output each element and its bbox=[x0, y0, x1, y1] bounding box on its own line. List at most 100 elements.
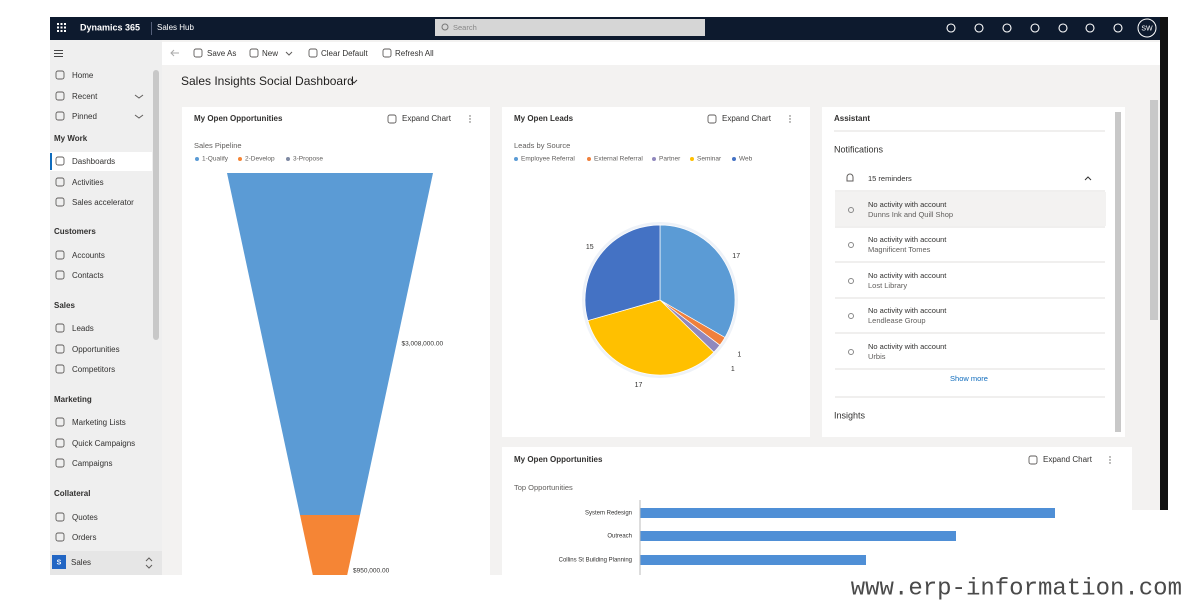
nav-icon bbox=[55, 177, 65, 187]
nav-item[interactable]: Opportunities bbox=[72, 345, 120, 354]
area-label[interactable]: Sales bbox=[71, 558, 91, 567]
panel-scrollbar bbox=[1115, 112, 1121, 432]
nav-item[interactable]: Pinned bbox=[72, 112, 97, 121]
frame-edge bbox=[1160, 17, 1168, 510]
app-name: Dynamics 365 bbox=[80, 22, 140, 32]
more-dot[interactable] bbox=[1109, 459, 1111, 461]
more-dot[interactable] bbox=[469, 115, 471, 117]
notification-title[interactable]: No activity with account bbox=[868, 271, 947, 280]
area-switcher[interactable] bbox=[50, 551, 162, 575]
item-icon bbox=[848, 313, 854, 319]
nav-icon bbox=[55, 70, 65, 80]
top-icon[interactable] bbox=[1002, 23, 1012, 33]
command-button[interactable]: Clear Default bbox=[321, 49, 368, 58]
item-icon bbox=[848, 349, 854, 355]
nav-item[interactable]: Competitors bbox=[72, 365, 115, 374]
nav-icon bbox=[55, 512, 65, 522]
overlay bbox=[1055, 510, 1167, 575]
notification-account: Lost Library bbox=[868, 281, 907, 290]
data-label: $3,008,000.00 bbox=[402, 341, 444, 348]
watermark: www.erp-information.com bbox=[851, 575, 1182, 600]
nav-item[interactable]: Leads bbox=[72, 324, 94, 333]
expand-chart[interactable]: Expand Chart bbox=[402, 114, 452, 123]
top-icon[interactable] bbox=[1085, 23, 1095, 33]
show-more[interactable]: Show more bbox=[950, 374, 988, 383]
back-icon[interactable] bbox=[170, 49, 179, 57]
nav-item[interactable]: Sales accelerator bbox=[72, 198, 134, 207]
legend-label: Seminar bbox=[697, 156, 722, 163]
more-dot[interactable] bbox=[789, 115, 791, 117]
section-title: Insights bbox=[834, 410, 866, 420]
avatar[interactable] bbox=[1137, 18, 1157, 38]
panel bbox=[822, 107, 1125, 437]
nav-icon bbox=[55, 438, 65, 448]
top-icon[interactable] bbox=[946, 23, 956, 33]
more-dot[interactable] bbox=[1109, 456, 1111, 458]
notification-title[interactable]: No activity with account bbox=[868, 200, 947, 209]
search-box[interactable] bbox=[435, 19, 705, 36]
sidebar-scrollbar bbox=[153, 70, 159, 340]
notification-title[interactable]: No activity with account bbox=[868, 235, 947, 244]
area-name[interactable]: Sales Hub bbox=[157, 23, 194, 32]
legend-label: 1-Qualify bbox=[202, 156, 229, 163]
nav-item[interactable]: Quick Campaigns bbox=[72, 439, 135, 448]
pie-slice bbox=[659, 224, 736, 338]
hamburger[interactable] bbox=[54, 53, 63, 54]
command-button[interactable]: Save As bbox=[207, 49, 236, 58]
command-icon bbox=[249, 48, 259, 58]
funnel-segment bbox=[227, 173, 433, 515]
expand-chart[interactable]: Expand Chart bbox=[1043, 455, 1093, 464]
search-placeholder[interactable]: Search bbox=[453, 23, 477, 32]
nav-item[interactable]: Marketing Lists bbox=[72, 418, 126, 427]
legend-dot bbox=[514, 157, 518, 161]
command-button[interactable]: Refresh All bbox=[395, 49, 434, 58]
top-icon[interactable] bbox=[1058, 23, 1068, 33]
legend-dot bbox=[286, 157, 290, 161]
notification-title[interactable]: No activity with account bbox=[868, 342, 947, 351]
more-dot[interactable] bbox=[789, 121, 791, 123]
panel-title: My Open Opportunities bbox=[514, 455, 603, 464]
top-icon[interactable] bbox=[974, 23, 984, 33]
nav-item[interactable]: Contacts bbox=[72, 271, 104, 280]
expand-chart[interactable]: Expand Chart bbox=[722, 114, 772, 123]
nav-icon bbox=[55, 156, 65, 166]
hamburger[interactable] bbox=[54, 50, 63, 51]
more-dot[interactable] bbox=[469, 118, 471, 120]
chevron bbox=[350, 79, 358, 84]
nav-item[interactable]: Quotes bbox=[72, 513, 98, 522]
avatar-initials: SW bbox=[1141, 25, 1153, 32]
more-dot[interactable] bbox=[469, 121, 471, 123]
bar bbox=[640, 508, 1055, 518]
nav-group: Collateral bbox=[54, 489, 90, 498]
dashboard-title[interactable]: Sales Insights Social Dashboard bbox=[181, 74, 354, 88]
nav-group: Sales bbox=[54, 301, 75, 310]
data-label: 17 bbox=[732, 253, 740, 260]
nav-icon bbox=[55, 364, 65, 374]
nav-icon bbox=[55, 197, 65, 207]
waffle-dot bbox=[64, 26, 66, 29]
nav-item[interactable]: Orders bbox=[72, 533, 96, 542]
top-icon[interactable] bbox=[1113, 23, 1123, 33]
chevron bbox=[134, 114, 144, 119]
top-icon[interactable] bbox=[1030, 23, 1040, 33]
nav-item[interactable]: Recent bbox=[72, 92, 98, 101]
expand-icon bbox=[707, 114, 717, 124]
command-button[interactable]: New bbox=[262, 49, 278, 58]
bar bbox=[640, 531, 956, 541]
selected-indicator bbox=[50, 153, 52, 170]
more-dot[interactable] bbox=[789, 118, 791, 120]
nav-item[interactable]: Dashboards bbox=[72, 157, 115, 166]
notification-title[interactable]: No activity with account bbox=[868, 306, 947, 315]
nav-item[interactable]: Accounts bbox=[72, 251, 105, 260]
hamburger[interactable] bbox=[54, 56, 63, 57]
more-dot[interactable] bbox=[1109, 462, 1111, 464]
nav-item[interactable]: Activities bbox=[72, 178, 104, 187]
waffle-dot bbox=[57, 30, 59, 32]
chevron[interactable] bbox=[1084, 176, 1092, 181]
nav-item[interactable]: Home bbox=[72, 71, 94, 80]
reminders-toggle[interactable]: 15 reminders bbox=[868, 174, 912, 183]
nav-icon bbox=[55, 532, 65, 542]
nav-item[interactable]: Campaigns bbox=[72, 459, 112, 468]
legend-label: External Referral bbox=[594, 156, 643, 163]
nav-group: My Work bbox=[54, 134, 88, 143]
